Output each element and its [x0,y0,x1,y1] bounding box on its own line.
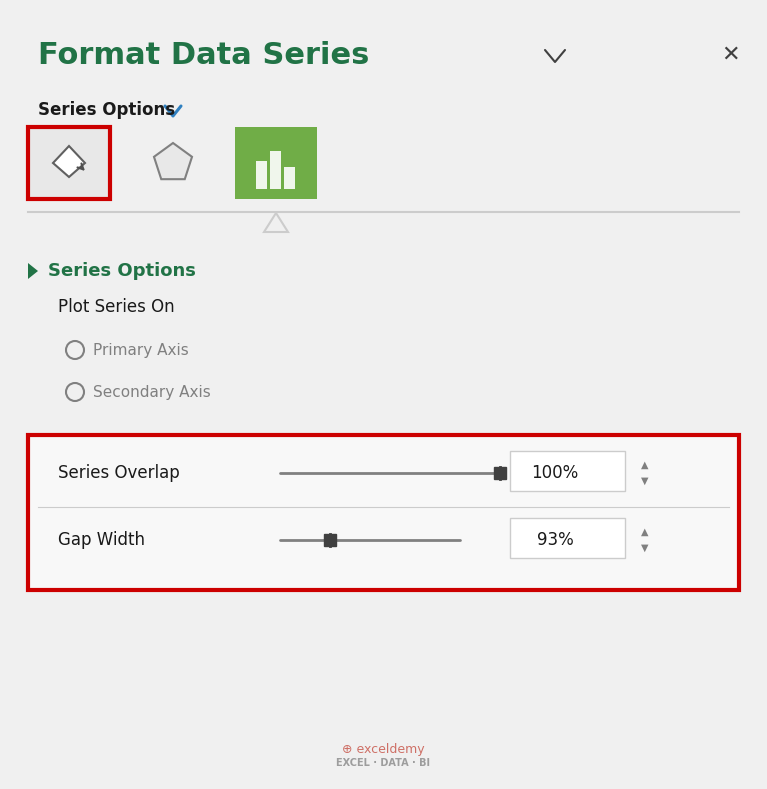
Text: Series Options: Series Options [48,262,196,280]
Text: 93%: 93% [537,531,574,549]
Polygon shape [154,143,192,179]
Text: Series ​Overlap: Series ​Overlap [58,464,179,482]
Polygon shape [53,146,85,177]
FancyBboxPatch shape [235,127,317,199]
FancyBboxPatch shape [510,451,625,491]
FancyBboxPatch shape [28,127,110,199]
Bar [256,161,267,189]
Text: ⊕ exceldemy: ⊕ exceldemy [341,743,424,757]
Text: 100%: 100% [532,464,578,482]
Polygon shape [28,263,38,279]
Bar [284,167,295,189]
Text: EXCEL · DATA · BI: EXCEL · DATA · BI [336,758,430,768]
Text: Format Data Series: Format Data Series [38,40,370,69]
Text: Series Options: Series Options [38,101,175,119]
Text: ▲: ▲ [641,527,649,537]
Bar [270,151,281,189]
Polygon shape [264,213,288,232]
Text: ▼: ▼ [641,543,649,553]
Text: Plot Series On: Plot Series On [58,298,175,316]
Text: ✕: ✕ [721,45,739,65]
FancyBboxPatch shape [28,435,739,590]
Text: ▲: ▲ [641,460,649,470]
Text: Primary Axis: Primary Axis [93,342,189,357]
Text: Gap ​Width: Gap ​Width [58,531,145,549]
FancyBboxPatch shape [510,518,625,558]
Text: ▼: ▼ [641,476,649,486]
Text: Secondary Axis: Secondary Axis [93,384,211,399]
